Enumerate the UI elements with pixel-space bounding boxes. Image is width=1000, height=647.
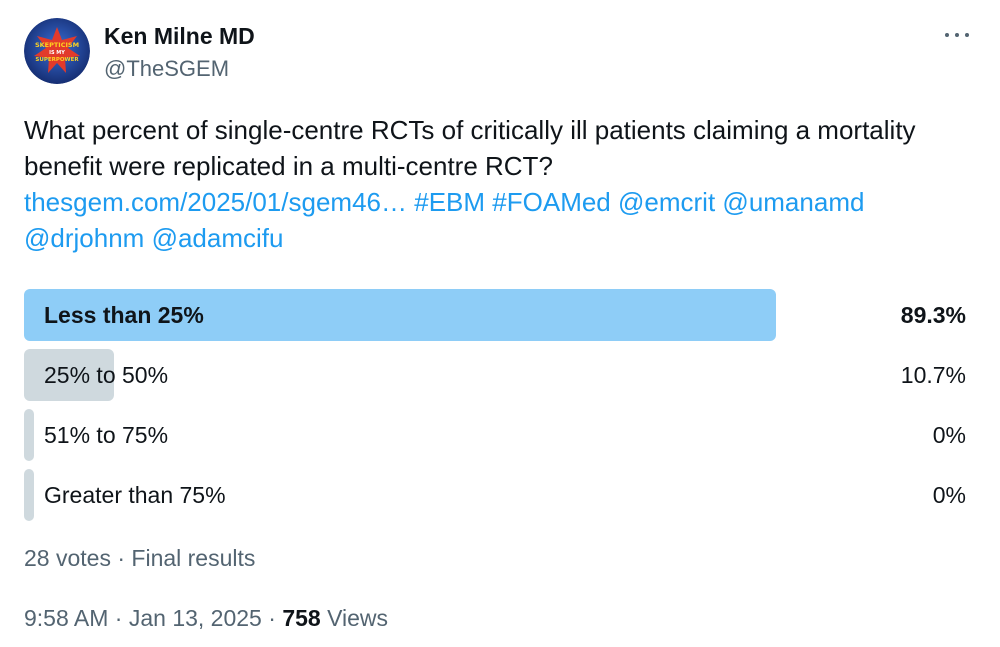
views-label: Views (327, 605, 389, 631)
poll-votes: 28 votes (24, 545, 111, 571)
poll-option-percent: 0% (932, 422, 966, 448)
author-display-name[interactable]: Ken Milne MD (104, 23, 255, 49)
author-handle[interactable]: @TheSGEM (104, 56, 230, 81)
poll-bar (24, 409, 34, 461)
poll-bar (24, 469, 34, 521)
more-dots-icon[interactable] (944, 22, 970, 48)
views-count: 758 (282, 605, 321, 631)
mention-drjohnm[interactable]: @drjohnm (24, 223, 145, 253)
poll-option-label: 51% to 75% (44, 422, 169, 448)
hashtag-foamed[interactable]: #FOAMed (492, 187, 611, 217)
poll-option[interactable]: 25% to 50% 10.7% (24, 349, 974, 401)
avatar-image: SKEPTICISM IS MY SUPERPOWER (24, 18, 90, 84)
poll-option[interactable]: Less than 25% 89.3% (24, 289, 974, 341)
poll-option[interactable]: 51% to 75% 0% (24, 409, 974, 461)
tweet-text: What percent of single-centre RCTs of cr… (24, 112, 974, 256)
poll-bar (24, 349, 115, 401)
hashtag-ebm[interactable]: #EBM (414, 187, 486, 217)
tweet-meta: 9:58 AM · Jan 13, 2025 · 758 Views (24, 603, 388, 633)
separator: · (261, 605, 283, 631)
separator: · (108, 605, 129, 631)
poll-option-label: Less than 25% (44, 302, 204, 328)
tweet-date[interactable]: Jan 13, 2025 (128, 605, 262, 631)
avatar-text-line-2: IS MY (49, 50, 65, 56)
poll-summary: 28 votes · Final results (24, 543, 255, 573)
separator: · (110, 545, 132, 571)
avatar-text-line-3: SUPERPOWER (35, 57, 79, 63)
tweet-link[interactable]: thesgem.com/2025/01/sgem46… (24, 187, 407, 217)
tweet-time[interactable]: 9:58 AM (24, 605, 109, 631)
poll-option-percent: 10.7% (900, 362, 966, 388)
poll-option-label: 25% to 50% (44, 362, 169, 388)
mention-emcrit[interactable]: @emcrit (618, 187, 716, 217)
avatar-text-line-1: SKEPTICISM (35, 41, 79, 49)
poll-status: Final results (131, 545, 256, 571)
tweet-body: What percent of single-centre RCTs of cr… (24, 115, 916, 181)
poll-option-percent: 0% (932, 482, 966, 508)
avatar[interactable]: SKEPTICISM IS MY SUPERPOWER (24, 18, 90, 84)
poll-option-label: Greater than 75% (44, 482, 226, 508)
poll-option-percent: 89.3% (900, 302, 966, 328)
poll-option[interactable]: Greater than 75% 0% (24, 469, 974, 521)
mention-umanamd[interactable]: @umanamd (722, 187, 865, 217)
mention-adamcifu[interactable]: @adamcifu (151, 223, 284, 253)
poll-bar (24, 289, 776, 341)
